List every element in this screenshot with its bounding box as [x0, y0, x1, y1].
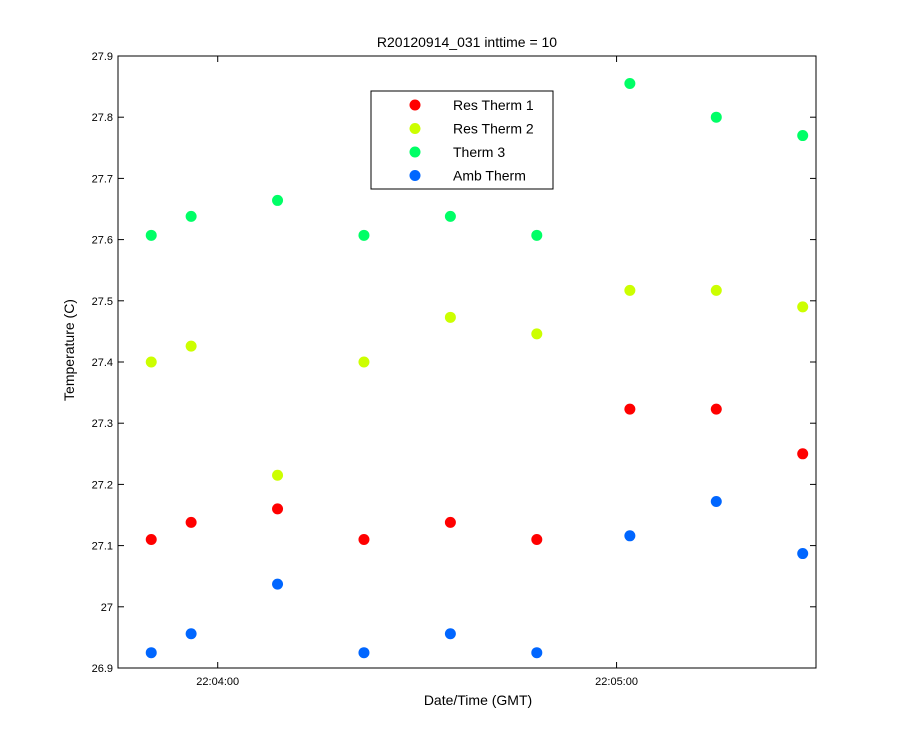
data-point [797, 301, 809, 313]
y-tick-label: 27.9 [92, 51, 113, 63]
y-tick-label: 27 [101, 602, 113, 614]
data-point [358, 533, 370, 545]
data-point [531, 229, 543, 241]
data-point [185, 210, 197, 222]
y-tick-label: 27.5 [92, 296, 113, 308]
data-points [145, 78, 809, 659]
x-tick-label: 22:05:00 [595, 676, 638, 688]
data-point [272, 194, 284, 206]
data-point [444, 210, 456, 222]
data-point [710, 403, 722, 415]
data-point [358, 356, 370, 368]
y-axis-label: Temperature (C) [61, 299, 77, 401]
data-point [358, 647, 370, 659]
data-point [145, 356, 157, 368]
data-point [272, 469, 284, 481]
y-tick-label: 27.8 [92, 112, 113, 124]
data-point [145, 647, 157, 659]
data-point [185, 340, 197, 352]
data-point [444, 311, 456, 323]
data-point [272, 503, 284, 515]
data-point [797, 130, 809, 142]
data-point [444, 628, 456, 640]
x-axis-ticks: 22:04:00 22:05:00 [196, 56, 638, 688]
data-point [531, 533, 543, 545]
y-tick-label: 27.6 [92, 235, 113, 247]
y-axis-ticks: 26.9 27 27.1 27.2 27.3 27.4 27.5 27.6 27.7 27.8 27… [92, 51, 816, 675]
legend-label: Res Therm 1 [453, 97, 534, 113]
data-point [710, 284, 722, 296]
x-axis-label: Date/Time (GMT) [424, 692, 532, 708]
data-point [624, 403, 636, 415]
data-point [145, 533, 157, 545]
y-tick-label: 27.2 [92, 479, 113, 491]
data-point [185, 516, 197, 528]
data-point [624, 284, 636, 296]
data-point [185, 628, 197, 640]
data-point [358, 229, 370, 241]
legend-label: Therm 3 [453, 144, 505, 160]
y-tick-label: 27.7 [92, 173, 113, 185]
data-point [272, 578, 284, 590]
y-tick-label: 27.3 [92, 418, 113, 430]
data-point [710, 111, 722, 123]
legend-label: Res Therm 2 [453, 121, 534, 137]
y-tick-label: 27.4 [92, 357, 113, 369]
data-point [797, 448, 809, 460]
data-point [444, 516, 456, 528]
data-point [624, 530, 636, 542]
data-point [145, 229, 157, 241]
data-point [531, 647, 543, 659]
data-point [797, 548, 809, 560]
legend-box [370, 90, 554, 190]
data-point [710, 496, 722, 508]
x-tick-label: 22:04:00 [196, 676, 239, 688]
legend: Res Therm 1 Res Therm 2 Therm 3 Amb Therm [370, 90, 554, 190]
legend-marker [409, 99, 421, 111]
legend-marker [409, 123, 421, 134]
legend-label: Amb Therm [453, 168, 526, 184]
y-tick-label: 27.1 [92, 541, 113, 553]
legend-marker [409, 170, 421, 181]
legend-marker [409, 146, 421, 158]
data-point [624, 78, 636, 90]
chart-title: R20120914_031 inttime = 10 [377, 34, 557, 50]
data-point [531, 328, 543, 340]
y-tick-label: 26.9 [92, 663, 113, 675]
